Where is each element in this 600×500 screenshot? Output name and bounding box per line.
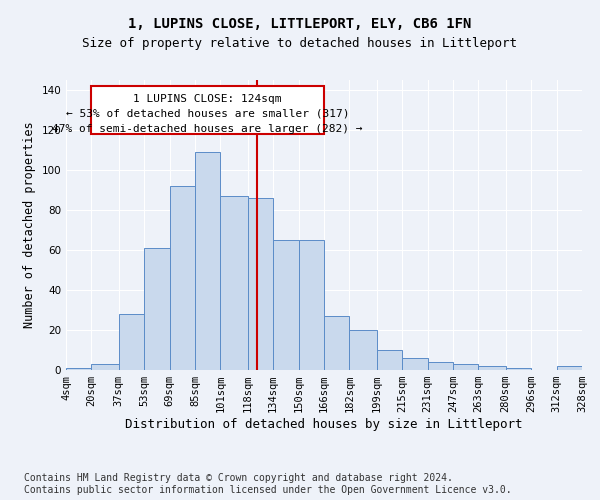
Bar [402,358,428,370]
Bar [478,366,506,370]
Bar [144,248,170,370]
Bar [377,350,402,370]
Y-axis label: Number of detached properties: Number of detached properties [23,122,36,328]
Bar [428,362,453,370]
Bar [324,316,349,370]
Bar [66,368,91,370]
Bar [248,198,273,370]
Text: Contains HM Land Registry data © Crown copyright and database right 2024.
Contai: Contains HM Land Registry data © Crown c… [24,474,512,495]
X-axis label: Distribution of detached houses by size in Littleport: Distribution of detached houses by size … [125,418,523,431]
FancyBboxPatch shape [91,86,324,134]
Bar [349,330,377,370]
Bar [91,364,119,370]
Bar [506,368,531,370]
Bar [119,314,144,370]
Text: Size of property relative to detached houses in Littleport: Size of property relative to detached ho… [83,38,517,51]
Text: 1 LUPINS CLOSE: 124sqm: 1 LUPINS CLOSE: 124sqm [133,94,282,104]
Bar [195,152,220,370]
Bar [273,240,299,370]
Bar [453,364,478,370]
Text: ← 53% of detached houses are smaller (317): ← 53% of detached houses are smaller (31… [66,109,349,119]
Bar [299,240,324,370]
Text: 47% of semi-detached houses are larger (282) →: 47% of semi-detached houses are larger (… [52,124,363,134]
Bar [220,196,248,370]
Bar [557,366,582,370]
Bar [170,186,195,370]
Text: 1, LUPINS CLOSE, LITTLEPORT, ELY, CB6 1FN: 1, LUPINS CLOSE, LITTLEPORT, ELY, CB6 1F… [128,18,472,32]
